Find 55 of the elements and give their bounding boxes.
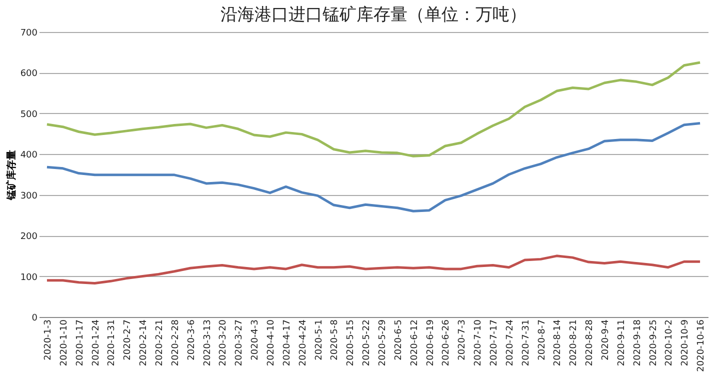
x-tick-label: 2020-9-4 bbox=[600, 319, 611, 360]
y-tick-label: 600 bbox=[20, 69, 38, 80]
x-tick-label: 2020-9-18 bbox=[632, 319, 643, 366]
x-tick-label: 2020-7-31 bbox=[521, 320, 532, 366]
x-tick-label: 2020-6-19 bbox=[426, 319, 436, 366]
x-tick-label: 2020-10-16 bbox=[696, 319, 707, 372]
y-tick-label: 200 bbox=[20, 232, 38, 242]
x-tick-label: 2020-5-15 bbox=[346, 320, 356, 366]
x-tick-label: 2020-9-25 bbox=[648, 320, 659, 366]
line-series bbox=[46, 61, 702, 158]
x-tick-label: 2020-1-10 bbox=[59, 319, 70, 366]
x-tick-label: 2020-4-10 bbox=[266, 319, 276, 366]
x-tick-label: 2020-8-14 bbox=[553, 319, 564, 366]
x-tick-label: 2020-10-9 bbox=[680, 319, 691, 366]
x-tick-label: 2020-7-17 bbox=[489, 320, 500, 366]
x-tick-label: 2020-4-17 bbox=[282, 320, 292, 366]
x-tick-label: 2020-5-29 bbox=[378, 319, 388, 366]
x-tick-label: 2020-2-14 bbox=[139, 319, 150, 366]
x-tick-label: 2020-7-24 bbox=[505, 319, 516, 366]
x-tick-label: 2020-4-3 bbox=[250, 320, 261, 360]
x-tick-label: 2020-10-2 bbox=[664, 320, 675, 366]
y-axis-title: 锰矿库存量 bbox=[5, 150, 18, 201]
x-tick-label: 2020-9-11 bbox=[616, 320, 627, 366]
y-tick-label: 0 bbox=[32, 314, 38, 324]
x-tick-label: 2020-5-22 bbox=[362, 320, 372, 366]
x-tick-label: 2020-5-1 bbox=[314, 320, 324, 360]
x-tick-label: 2020-6-5 bbox=[394, 320, 404, 360]
x-tick-label: 2020-1-24 bbox=[91, 319, 102, 366]
y-tick-label: 400 bbox=[20, 150, 38, 161]
line-series bbox=[46, 122, 702, 212]
x-tick-label: 2020-2-28 bbox=[170, 319, 181, 366]
chart-title: 沿海港口进口锰矿库存量（单位：万吨） bbox=[220, 5, 526, 25]
x-tick-label: 2020-5-8 bbox=[330, 319, 340, 360]
x-tick-label: 2020-1-31 bbox=[107, 320, 118, 366]
x-tick-label: 2020-7-3 bbox=[458, 320, 468, 360]
x-tick-label: 2020-1-17 bbox=[75, 320, 86, 366]
x-tick-label: 2020-1-3 bbox=[43, 320, 54, 360]
y-tick-label: 500 bbox=[20, 110, 38, 120]
x-tick-label: 2020-8-7 bbox=[537, 320, 548, 360]
x-tick-label: 2020-3-6 bbox=[186, 319, 197, 360]
x-tick-label: 2020-8-28 bbox=[585, 319, 596, 366]
x-tick-label: 2020-3-13 bbox=[202, 320, 213, 366]
y-tick-label: 700 bbox=[20, 28, 38, 38]
x-tick-label: 2020-4-24 bbox=[298, 319, 308, 366]
line-series bbox=[46, 254, 702, 284]
x-tick-label: 2020-3-20 bbox=[218, 319, 229, 366]
x-tick-label: 2020-8-21 bbox=[569, 320, 580, 366]
y-tick-label: 100 bbox=[20, 272, 38, 283]
x-tick-label: 2020-6-12 bbox=[410, 320, 420, 366]
x-tick-label: 2020-2-7 bbox=[123, 320, 134, 360]
x-tick-label: 2020-6-26 bbox=[442, 319, 452, 366]
x-tick-label: 2020-7-10 bbox=[474, 319, 484, 366]
x-tick-label: 2020-2-21 bbox=[154, 320, 165, 366]
y-tick-label: 300 bbox=[20, 191, 38, 202]
x-tick-label: 2020-3-27 bbox=[234, 320, 245, 366]
